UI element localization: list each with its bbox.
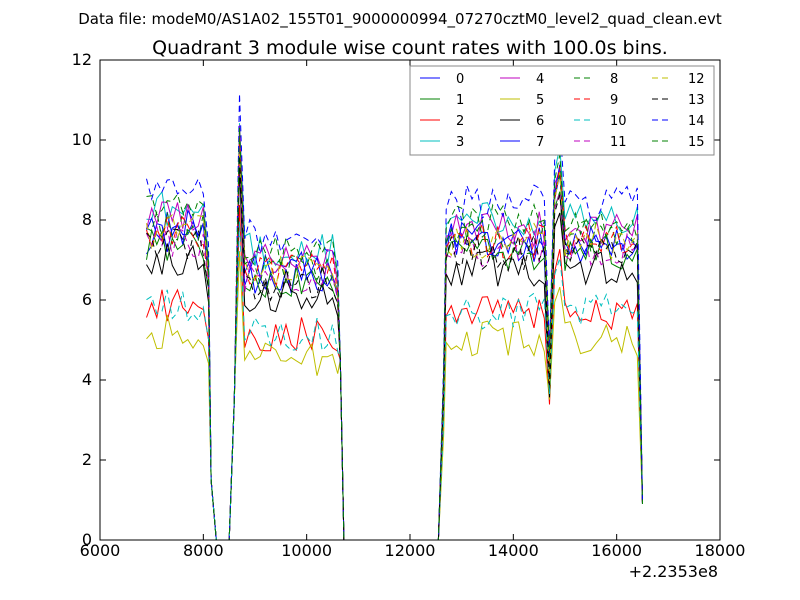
y-tick-label: 12 xyxy=(72,50,92,69)
y-tick-label: 4 xyxy=(82,370,92,389)
y-tick-label: 0 xyxy=(82,530,92,549)
legend-label-10: 10 xyxy=(610,114,627,129)
legend-label-1: 1 xyxy=(456,93,464,108)
ticks-layer: 6000 8000 10000 12000 14000 16000 180000246810… xyxy=(72,50,746,560)
legend-label-11: 11 xyxy=(610,135,627,150)
legend-label-6: 6 xyxy=(536,114,544,129)
legend-label-12: 12 xyxy=(688,72,705,87)
legend-frame xyxy=(409,65,715,156)
legend-label-15: 15 xyxy=(688,135,705,150)
x-offset-label: +2.2353e8 xyxy=(629,562,718,581)
legend-label-9: 9 xyxy=(610,93,618,108)
legend-label-4: 4 xyxy=(536,72,544,87)
legend-label-14: 14 xyxy=(688,114,705,129)
x-tick-label: 10000 xyxy=(281,541,332,560)
x-tick-label: 12000 xyxy=(385,541,436,560)
legend-label-13: 13 xyxy=(688,93,705,108)
y-tick-label: 10 xyxy=(72,130,92,149)
x-tick-label: 8000 xyxy=(183,541,224,560)
legend-label-0: 0 xyxy=(456,72,464,87)
legend-label-8: 8 xyxy=(610,72,618,87)
legend-label-2: 2 xyxy=(456,114,464,129)
x-tick-label: 6000 xyxy=(80,541,121,560)
x-tick-label: 16000 xyxy=(591,541,642,560)
x-tick-label: 18000 xyxy=(695,541,746,560)
series-line-15 xyxy=(146,127,643,541)
y-tick-label: 8 xyxy=(82,210,92,229)
legend-label-7: 7 xyxy=(536,135,544,150)
series-layer xyxy=(146,93,643,541)
chart-title: Quadrant 3 module wise count rates with … xyxy=(152,37,668,59)
x-tick-label: 14000 xyxy=(488,541,539,560)
chart-suptitle: Data file: modeM0/AS1A02_155T01_90000009… xyxy=(78,10,722,29)
legend-label-5: 5 xyxy=(536,93,544,108)
y-tick-label: 2 xyxy=(82,450,92,469)
legend-label-3: 3 xyxy=(456,135,464,150)
y-tick-label: 6 xyxy=(82,290,92,309)
